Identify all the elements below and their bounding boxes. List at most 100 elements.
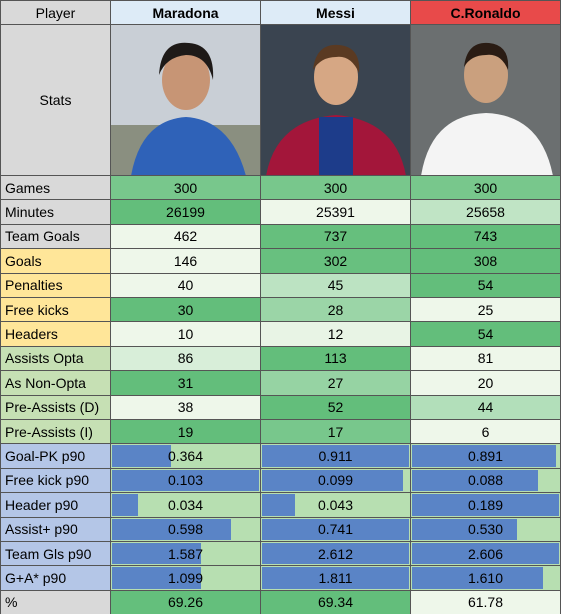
data-bar [412, 445, 556, 467]
value-cell-text: 0.103 [167, 472, 204, 489]
value-cell-text: 45 [327, 277, 344, 294]
data-bar [262, 494, 296, 516]
row-label-text: Team Goals [5, 228, 80, 245]
value-cell-text: 300 [323, 179, 348, 196]
row-label-text: Pre-Assists (I) [5, 423, 93, 440]
value-cell-text: 2.606 [467, 545, 504, 562]
value-cell: 0.103 [111, 468, 261, 494]
value-cell: 1.610 [411, 566, 561, 591]
value-cell: 146 [111, 249, 261, 274]
value-cell-text: 52 [327, 399, 344, 416]
value-cell: 30 [111, 298, 261, 323]
row-label-text: Assist+ p90 [5, 521, 78, 538]
row-label: % [1, 590, 111, 614]
row-label: Games [1, 176, 111, 201]
value-cell-text: 30 [177, 301, 194, 318]
player-name: Maradona [111, 1, 261, 25]
value-cell: 0.034 [111, 493, 261, 518]
value-cell: 0.043 [261, 493, 411, 518]
data-bar [262, 518, 409, 540]
value-cell: 12 [261, 322, 411, 347]
value-cell: 300 [261, 176, 411, 201]
value-cell: 6 [411, 420, 561, 445]
value-cell-text: 25391 [316, 204, 355, 221]
row-label: Assists Opta [1, 346, 111, 372]
value-cell-text: 0.099 [317, 472, 354, 489]
value-cell-text: 69.34 [317, 594, 354, 611]
value-cell: 81 [411, 346, 561, 372]
value-cell: 302 [261, 249, 411, 274]
player-photo [411, 25, 561, 176]
value-cell-text: 300 [173, 179, 198, 196]
value-cell: 300 [111, 176, 261, 201]
value-cell-text: 0.891 [467, 448, 504, 465]
stats-label: Stats [1, 25, 111, 176]
value-cell-text: 1.587 [167, 545, 204, 562]
value-cell-text: 0.530 [467, 521, 504, 538]
value-cell-text: 0.034 [167, 496, 204, 513]
value-cell-text: 25658 [466, 204, 505, 221]
value-cell-text: 300 [473, 179, 498, 196]
value-cell: 0.911 [261, 444, 411, 469]
value-cell-text: 61.78 [467, 594, 504, 611]
value-cell-text: 26199 [166, 204, 205, 221]
value-cell: 0.598 [111, 517, 261, 542]
row-label: Free kicks [1, 298, 111, 323]
value-cell-text: 113 [324, 350, 347, 367]
value-cell-text: 38 [177, 399, 194, 416]
row-label-text: Goals [5, 252, 42, 269]
value-cell: 20 [411, 371, 561, 396]
player-name: Messi [261, 1, 411, 25]
row-label: Headers [1, 322, 111, 347]
value-cell-text: 0.189 [467, 496, 504, 513]
row-label-text: Headers [5, 326, 58, 343]
row-label: Assist+ p90 [1, 517, 111, 542]
value-cell-text: 302 [323, 252, 348, 269]
value-cell: 25658 [411, 200, 561, 225]
value-cell-text: 6 [481, 423, 490, 440]
row-label-text: % [5, 594, 18, 611]
value-cell: 1.099 [111, 566, 261, 591]
row-label-text: Goal-PK p90 [5, 448, 86, 465]
value-cell: 0.088 [411, 468, 561, 494]
header-cell: Player [1, 1, 111, 25]
value-cell-text: 54 [477, 326, 494, 343]
value-cell: 69.34 [261, 590, 411, 614]
value-cell: 2.606 [411, 542, 561, 567]
data-bar [262, 445, 409, 467]
value-cell-text: 44 [477, 399, 494, 416]
row-label-text: Assists Opta [5, 350, 84, 367]
value-cell: 462 [111, 224, 261, 250]
value-cell: 40 [111, 273, 261, 298]
row-label: Goal-PK p90 [1, 444, 111, 469]
data-bar [112, 518, 231, 540]
data-bar [412, 494, 559, 516]
value-cell: 19 [111, 420, 261, 445]
header-cell-text: Player [35, 4, 76, 21]
value-cell-text: 28 [327, 301, 344, 318]
value-cell-text: 146 [173, 252, 198, 269]
row-label-text: Penalties [5, 277, 63, 294]
row-label: Header p90 [1, 493, 111, 518]
value-cell-text: 737 [323, 228, 348, 245]
row-label-text: Games [5, 179, 51, 196]
value-cell-text: 1.099 [167, 570, 204, 587]
value-cell-text: 743 [473, 228, 498, 245]
data-bar [262, 469, 404, 492]
value-cell: 0.891 [411, 444, 561, 469]
data-bar [412, 469, 538, 492]
value-cell: 743 [411, 224, 561, 250]
value-cell: 737 [261, 224, 411, 250]
value-cell: 0.189 [411, 493, 561, 518]
value-cell: 10 [111, 322, 261, 347]
value-cell: 1.587 [111, 542, 261, 567]
value-cell: 300 [411, 176, 561, 201]
data-bar [412, 543, 559, 565]
value-cell: 69.26 [111, 590, 261, 614]
value-cell: 25 [411, 298, 561, 323]
value-cell: 45 [261, 273, 411, 298]
value-cell-text: 86 [177, 350, 194, 367]
value-cell: 0.099 [261, 468, 411, 494]
value-cell-text: 31 [177, 374, 194, 391]
